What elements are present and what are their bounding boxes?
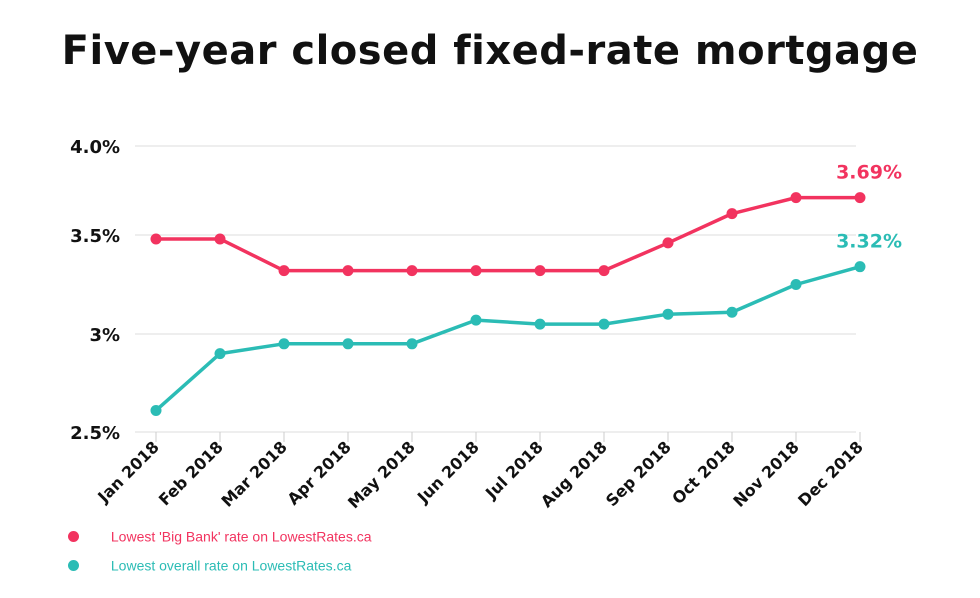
- series-end-label-0: 3.69%: [836, 162, 902, 184]
- x-tick-label: Jul 2018: [481, 437, 547, 503]
- series-lines: 3.69% 3.32%: [150, 162, 902, 416]
- legend-item-big-bank: Lowest 'Big Bank' rate on LowestRates.ca: [68, 527, 372, 544]
- data-point: [790, 192, 802, 204]
- data-point: [790, 279, 802, 290]
- data-point: [534, 265, 546, 277]
- x-tick-label: May 2018: [344, 437, 419, 512]
- y-tick-label: 3%: [89, 325, 120, 346]
- data-point: [406, 265, 418, 277]
- data-point: [278, 265, 290, 277]
- legend-marker-overall: [68, 559, 79, 571]
- data-point: [214, 233, 226, 245]
- legend-label-overall: Lowest overall rate on LowestRates.ca: [110, 557, 352, 574]
- legend-marker-big-bank: [68, 530, 79, 542]
- y-tick-label: 2.5%: [70, 423, 120, 444]
- data-point: [534, 318, 546, 330]
- legend-item-overall: Lowest overall rate on LowestRates.ca: [68, 556, 351, 573]
- data-point: [342, 338, 354, 350]
- y-tick-label: 3.5%: [70, 226, 120, 247]
- data-point: [342, 265, 354, 277]
- chart-title: Five-year closed fixed-rate mortgage: [61, 28, 919, 74]
- data-point: [726, 306, 738, 318]
- x-tick-label: Nov 2018: [729, 437, 802, 510]
- data-point: [406, 338, 418, 350]
- legend-label-big-bank: Lowest 'Big Bank' rate on LowestRates.ca: [110, 528, 372, 545]
- data-point: [854, 192, 866, 204]
- data-point: [662, 237, 674, 249]
- data-point: [662, 308, 674, 320]
- x-tick-label: Jan 2018: [93, 437, 162, 506]
- x-tick-label: Mar 2018: [217, 437, 290, 510]
- x-tick-label: Feb 2018: [155, 437, 227, 509]
- series-end-label-1: 3.32%: [836, 231, 902, 253]
- data-point: [470, 314, 482, 326]
- x-tick-label: Dec 2018: [794, 437, 867, 510]
- data-point: [150, 233, 162, 245]
- x-tick-label: Sep 2018: [602, 437, 675, 510]
- data-point: [278, 338, 290, 350]
- data-point: [150, 404, 162, 416]
- data-point: [470, 265, 482, 277]
- series-line-1: [154, 264, 862, 413]
- x-tick-label: Jun 2018: [413, 437, 483, 507]
- y-tick-label: 4.0%: [70, 137, 120, 158]
- data-point: [598, 265, 610, 277]
- data-point: [214, 348, 226, 360]
- data-point: [854, 261, 866, 273]
- data-point: [598, 318, 610, 330]
- grid-lines: [135, 145, 856, 433]
- series-line-0: [154, 195, 862, 273]
- data-point: [726, 208, 738, 220]
- x-tick-label: Aug 2018: [537, 437, 611, 511]
